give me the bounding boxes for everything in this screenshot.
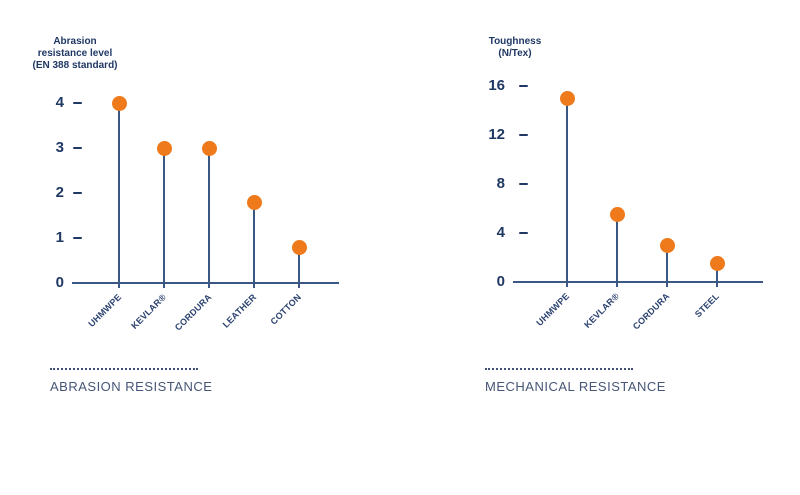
y-tick-label: 4 <box>496 224 505 241</box>
lollipop-dot <box>659 237 675 253</box>
y-tick-label: 0 <box>55 274 64 291</box>
category-tick <box>208 283 210 288</box>
dotted-divider <box>485 368 633 370</box>
lollipop-stem <box>616 214 618 282</box>
abrasion-caption: ABRASION RESISTANCE <box>50 379 213 394</box>
category-label: UHMWPE <box>86 292 124 329</box>
lollipop-dot <box>246 194 262 210</box>
y-tick-dash <box>519 85 528 87</box>
toughness-axis-title: Toughness (N/Tex) <box>488 36 542 59</box>
y-tick-label: 1 <box>55 229 64 246</box>
lollipop-dot <box>559 90 575 106</box>
category-tick <box>616 282 618 287</box>
lollipop-stem <box>208 148 210 283</box>
y-tick-label: 0 <box>496 273 505 290</box>
category-tick <box>566 282 568 287</box>
y-tick-dash <box>73 192 82 194</box>
lollipop-dot <box>291 239 307 255</box>
y-tick-dash <box>73 147 82 149</box>
lollipop-dot <box>609 207 625 223</box>
y-tick-dash <box>519 183 528 185</box>
plot-area: 4 3 2 1 0 UHMWPE KEVLAR® CORDURA LEATHER COTTON <box>40 0 380 350</box>
y-tick-label: 8 <box>496 175 505 192</box>
category-tick <box>666 282 668 287</box>
category-tick <box>716 282 718 287</box>
lollipop-stem <box>163 148 165 283</box>
category-label: CORDURA <box>172 292 214 333</box>
y-tick-label: 4 <box>55 94 64 111</box>
category-label: UHMWPE <box>534 291 572 328</box>
y-tick-label: 12 <box>488 126 505 143</box>
category-label: CORDURA <box>630 291 672 332</box>
plot-area: 16 12 8 4 0 UHMWPE KEVLAR® CORDURA STEEL <box>460 0 800 350</box>
abrasion-caption-block: ABRASION RESISTANCE <box>50 368 270 394</box>
abrasion-chart: Abrasion resistance level (EN 388 standa… <box>32 0 380 350</box>
lollipop-stem <box>298 247 300 283</box>
y-tick-dash <box>519 232 528 234</box>
lollipop-stem <box>666 245 668 282</box>
category-tick <box>118 283 120 288</box>
mechanical-caption-block: MECHANICAL RESISTANCE <box>485 368 705 394</box>
toughness-chart: Toughness (N/Tex) 16 12 8 4 0 UHMWPE KEVLAR® CO… <box>460 0 800 350</box>
y-tick-label: 2 <box>55 184 64 201</box>
category-label: KEVLAR® <box>582 291 622 330</box>
category-label: STEEL <box>692 291 722 320</box>
lollipop-stem <box>253 202 255 283</box>
category-tick <box>298 283 300 288</box>
y-tick-label: 16 <box>488 77 505 94</box>
lollipop-stem <box>118 103 120 283</box>
category-label: LEATHER <box>220 292 259 330</box>
category-tick <box>163 283 165 288</box>
category-label: KEVLAR® <box>129 292 169 331</box>
lollipop-stem <box>566 98 568 282</box>
category-label: COTTON <box>268 292 304 327</box>
x-axis-line <box>513 281 763 283</box>
y-tick-dash <box>73 237 82 239</box>
lollipop-dot <box>111 95 127 111</box>
lollipop-dot <box>156 140 172 156</box>
y-tick-label: 3 <box>55 139 64 156</box>
dotted-divider <box>50 368 198 370</box>
y-tick-dash <box>73 102 82 104</box>
category-tick <box>253 283 255 288</box>
lollipop-dot <box>709 256 725 272</box>
mechanical-caption: MECHANICAL RESISTANCE <box>485 379 666 394</box>
y-tick-dash <box>519 134 528 136</box>
abrasion-axis-title: Abrasion resistance level (EN 388 standa… <box>32 36 118 71</box>
lollipop-dot <box>201 140 217 156</box>
lollipop-stem <box>716 263 718 282</box>
x-axis-line <box>72 282 339 284</box>
